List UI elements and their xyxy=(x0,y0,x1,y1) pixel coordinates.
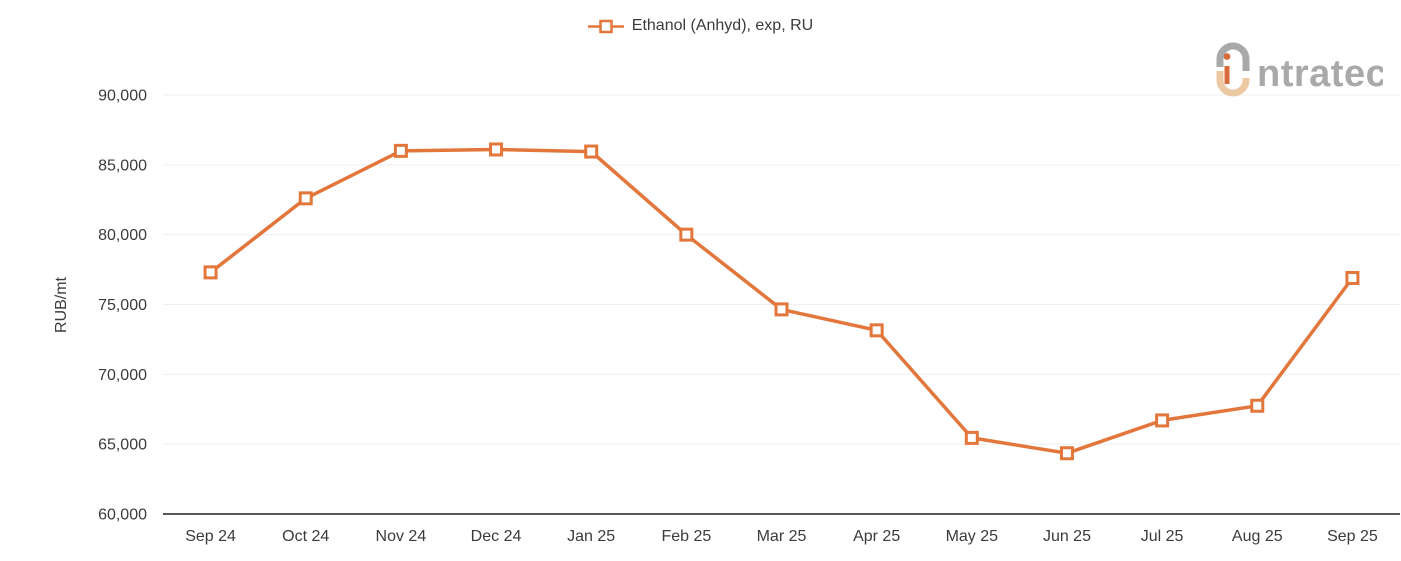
data-point-marker xyxy=(1155,413,1170,428)
x-axis-tick-label: Oct 24 xyxy=(282,528,329,545)
data-point-marker xyxy=(1059,446,1074,461)
data-point-marker xyxy=(679,227,694,242)
data-point-marker xyxy=(393,143,408,158)
y-axis-tick-label: 65,000 xyxy=(98,437,147,454)
chart-legend: Ethanol (Anhyd), exp, RU xyxy=(0,17,1401,35)
x-axis-tick-label: Dec 24 xyxy=(471,528,522,545)
data-point-marker xyxy=(964,430,979,445)
data-point-marker xyxy=(869,323,884,338)
x-axis-tick-label: Mar 25 xyxy=(757,528,807,545)
x-axis-tick-label: Jul 25 xyxy=(1141,528,1184,545)
x-axis-tick-label: Apr 25 xyxy=(853,528,900,545)
x-axis-tick-label: Nov 24 xyxy=(376,528,427,545)
x-axis-tick-label: Jan 25 xyxy=(567,528,615,545)
data-point-marker xyxy=(1345,270,1360,285)
logo-text: ntratec xyxy=(1257,53,1383,95)
y-axis-tick-label: 60,000 xyxy=(98,507,147,524)
x-axis-tick-label: Jun 25 xyxy=(1043,528,1091,545)
x-axis-tick-label: Aug 25 xyxy=(1232,528,1283,545)
series-line xyxy=(209,147,1354,455)
x-axis-tick-label: May 25 xyxy=(946,528,999,545)
x-axis-tick-label: Feb 25 xyxy=(661,528,711,545)
legend-marker-icon xyxy=(587,19,624,33)
data-point-marker xyxy=(1250,398,1265,413)
y-axis-tick-label: 70,000 xyxy=(98,367,147,384)
legend-series-label: Ethanol (Anhyd), exp, RU xyxy=(631,17,814,34)
data-point-marker xyxy=(584,144,599,159)
x-axis-tick-label: Sep 25 xyxy=(1327,528,1378,545)
intratec-logo-icon: ntratec xyxy=(1216,42,1387,97)
y-axis-tick-label: 80,000 xyxy=(98,227,147,244)
data-point-marker xyxy=(298,191,313,206)
data-point-marker xyxy=(489,142,504,157)
x-axis-tick-label: Sep 24 xyxy=(185,528,236,545)
data-point-marker xyxy=(774,302,789,317)
y-axis-title: RUB/mt xyxy=(53,276,70,333)
y-axis-tick-label: 90,000 xyxy=(98,88,147,105)
data-point-marker xyxy=(203,265,218,280)
y-axis-tick-label: 85,000 xyxy=(98,157,147,174)
y-axis-tick-label: 75,000 xyxy=(98,297,147,314)
intratec-logo: ntratec xyxy=(1213,40,1387,98)
logo-mark-icon xyxy=(1216,42,1250,97)
